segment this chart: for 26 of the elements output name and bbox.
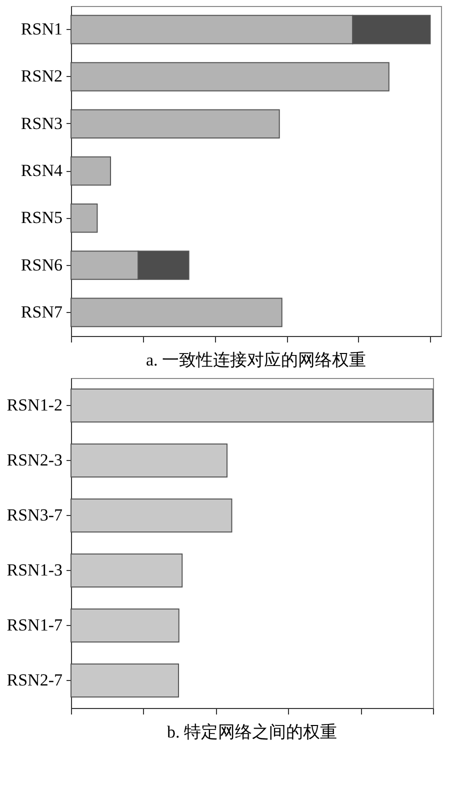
y-tick-label: RSN5 bbox=[20, 208, 62, 228]
y-tick-label: RSN2 bbox=[20, 66, 62, 86]
y-tick-label: RSN3-7 bbox=[6, 506, 63, 524]
y-tick-label: RSN3 bbox=[20, 114, 62, 133]
bar bbox=[70, 388, 434, 422]
y-tick-label: RSN4 bbox=[20, 161, 63, 180]
bar bbox=[70, 554, 183, 588]
bar bbox=[70, 608, 180, 642]
bar bbox=[70, 298, 282, 328]
bar bbox=[70, 498, 232, 532]
bar bbox=[70, 109, 280, 138]
bar bbox=[70, 664, 180, 698]
bar bbox=[70, 62, 390, 92]
y-tick-label: RSN1-3 bbox=[6, 560, 62, 580]
bar bbox=[70, 444, 228, 478]
text: a. 一致性连接对应的网络权重 bbox=[146, 350, 366, 370]
y-tick-label: RSN1 bbox=[20, 20, 62, 39]
y-tick-label: RSN1-7 bbox=[6, 616, 63, 634]
y-tick-label: RSN2-7 bbox=[6, 670, 63, 690]
text: b. 特定网络之间的权重 bbox=[167, 722, 337, 742]
y-tick-label: RSN2-3 bbox=[6, 450, 62, 470]
bar bbox=[70, 204, 98, 233]
y-tick-label: RSN1-2 bbox=[6, 396, 62, 414]
bar bbox=[70, 156, 112, 186]
y-tick-label: RSN7 bbox=[20, 302, 63, 322]
y-tick-label: RSN6 bbox=[20, 255, 62, 274]
